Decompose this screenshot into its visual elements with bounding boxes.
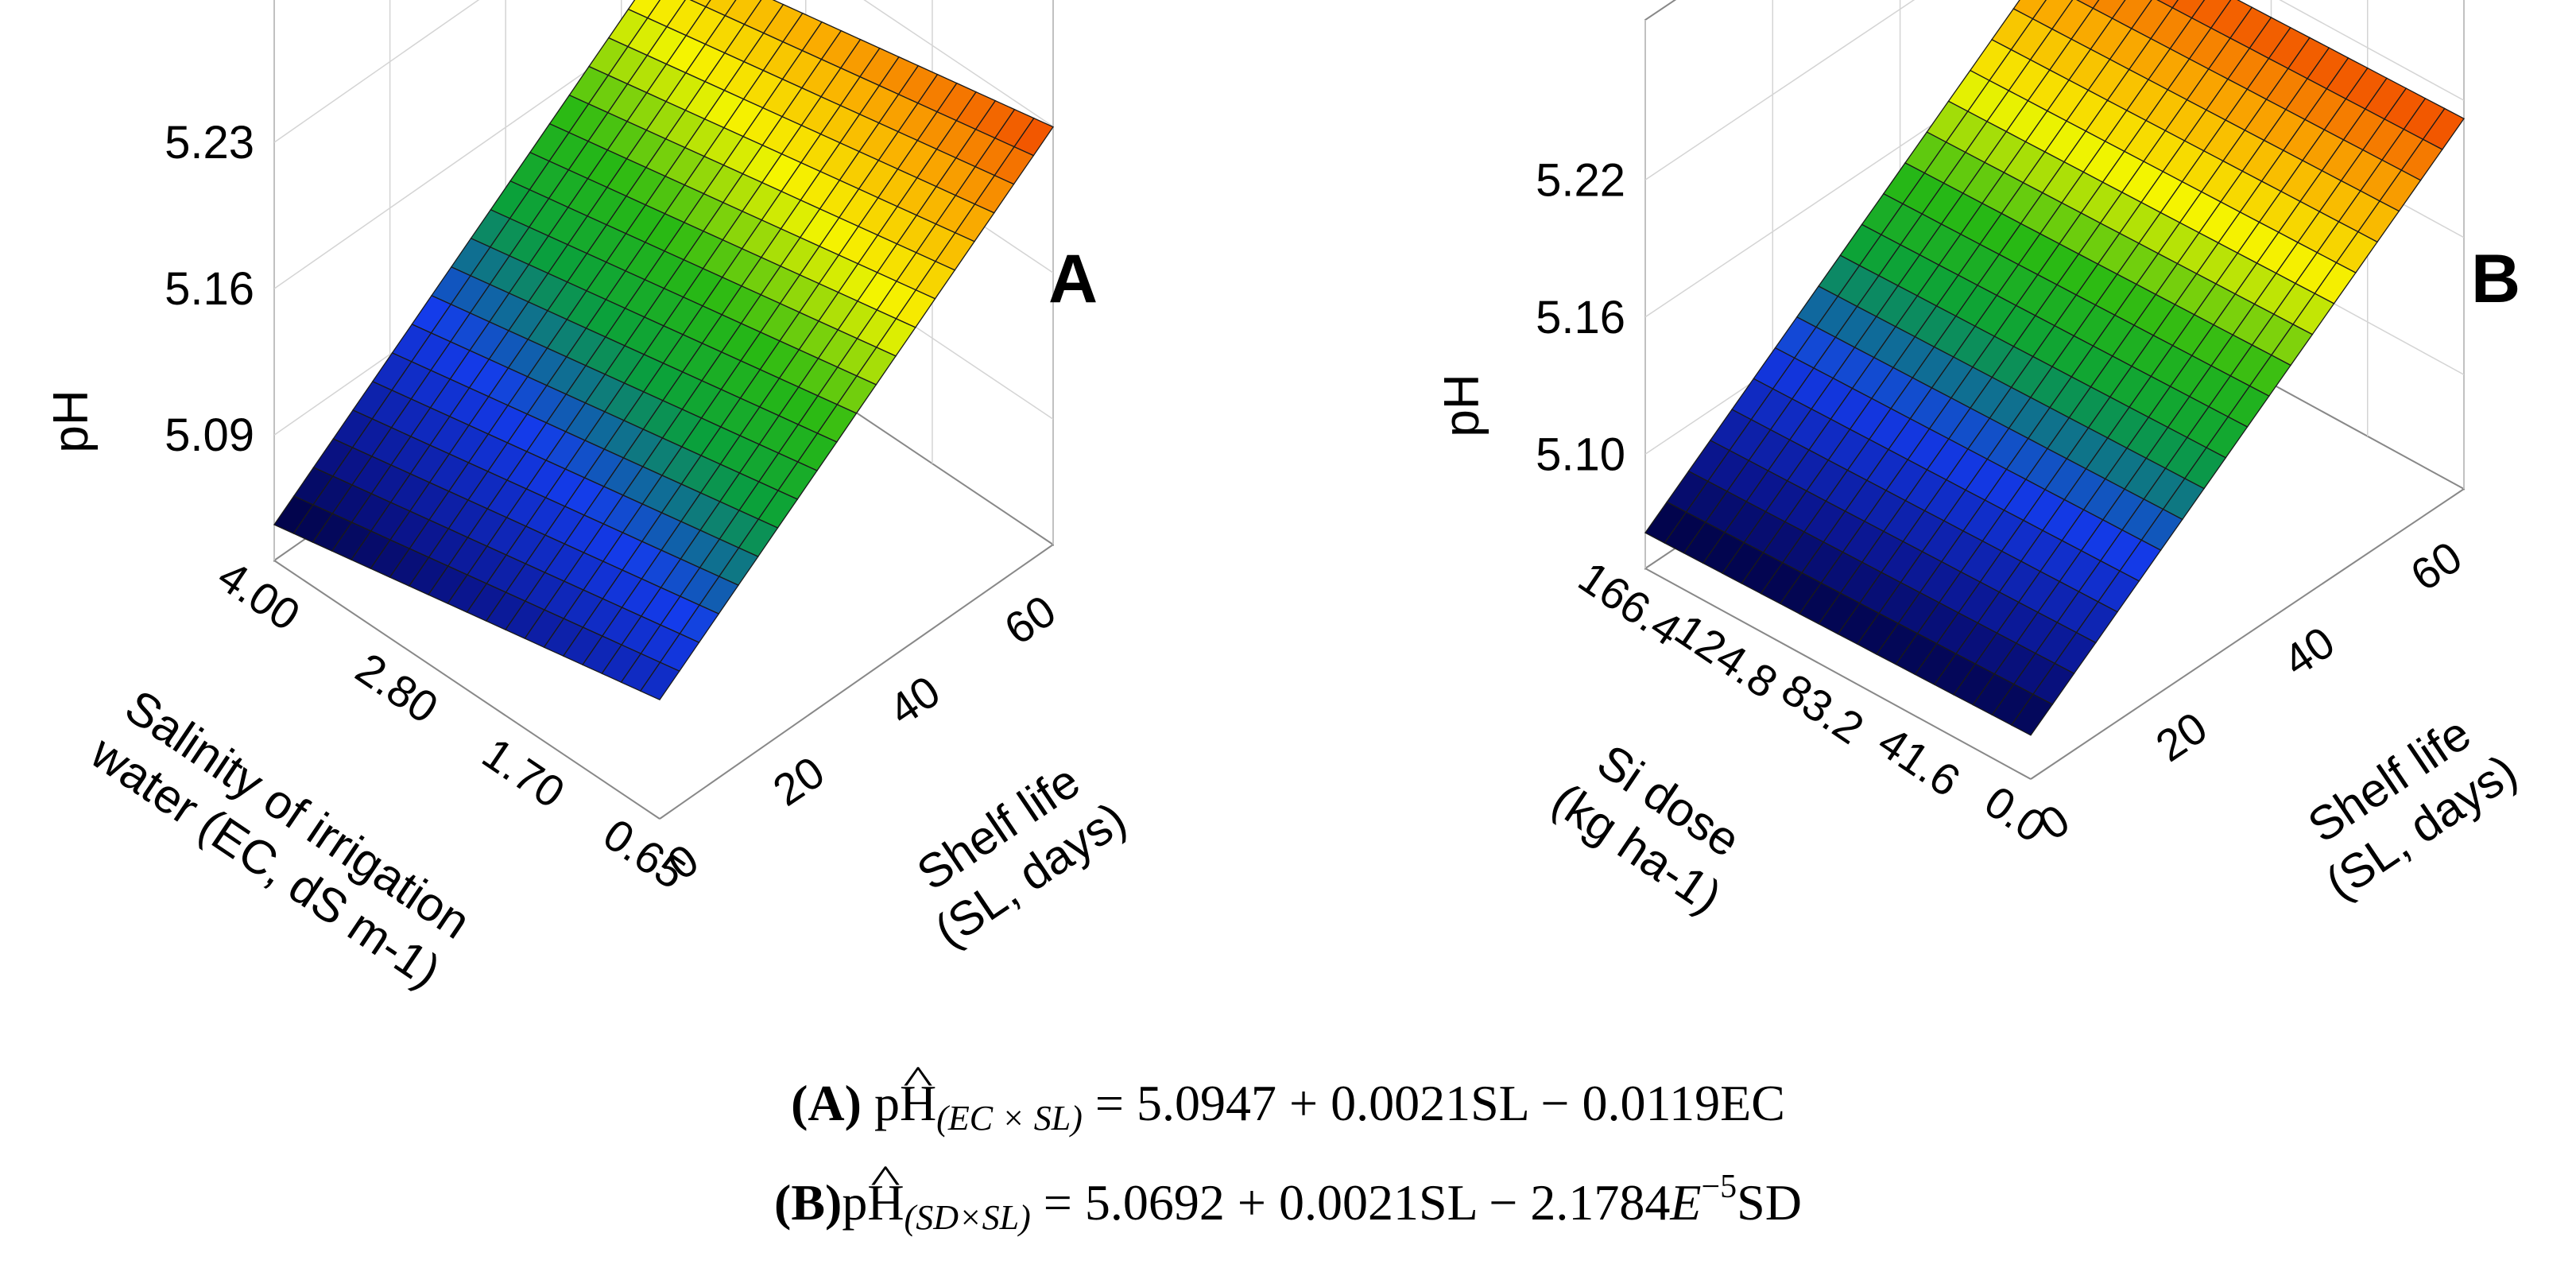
- z-tick-label: 5.09: [165, 409, 254, 461]
- equation-b-exp-base: E: [1670, 1174, 1702, 1231]
- equation-b-exponent: −5: [1701, 1169, 1737, 1205]
- equation-b-rhs-end: SD: [1737, 1174, 1802, 1231]
- y-tick-label: 60: [995, 585, 1064, 654]
- x-axis-label: Si dose(kg ha-1): [1543, 725, 1763, 923]
- surface-cell: [2010, 693, 2054, 736]
- x-tick-label: 1.70: [474, 727, 574, 817]
- equation-b-rhs-start: = 5.0692 + 0.0021SL − 2.1784: [1043, 1174, 1671, 1231]
- z-axis-label: pH: [44, 390, 99, 452]
- z-tick-label: 5.23: [165, 117, 254, 169]
- response-surface: [273, 0, 1054, 701]
- equation-a-lhs: H: [900, 1069, 936, 1138]
- y-axis-label: Shelf life(SL, days): [2284, 696, 2526, 909]
- equation-a-label: (A): [791, 1075, 862, 1131]
- equation-b-subscript: (SD×SL): [904, 1198, 1031, 1237]
- panel-a-surface-plot: 5.095.165.230.651.702.804.000204060pHSal…: [44, 0, 1135, 998]
- equation-a-subscript: (EC × SL): [936, 1099, 1083, 1138]
- z-tick-label: 5.22: [1536, 154, 1625, 206]
- y-tick-label: 60: [2402, 531, 2471, 600]
- response-surface: [1644, 0, 2465, 736]
- z-axis-label: pH: [1435, 374, 1489, 436]
- figure-canvas: 5.095.165.230.651.702.804.000204060pHSal…: [44, 0, 2526, 998]
- equation-b-lhs: H: [867, 1169, 904, 1237]
- panel-label: B: [2471, 241, 2520, 317]
- y-tick-label: 20: [2147, 702, 2216, 771]
- y-tick-label: 40: [880, 665, 949, 735]
- x-tick-label: 41.6: [1869, 716, 1970, 806]
- equation-a: (A) pH(EC × SL) = 5.0947 + 0.0021SL − 0.…: [0, 1069, 2576, 1153]
- x-tick-label: 4.00: [209, 550, 309, 640]
- panel-b-surface-plot: 5.105.165.220.041.683.2124.8166.40204060…: [1435, 0, 2526, 924]
- equation-a-rhs: = 5.0947 + 0.0021SL − 0.0119EC: [1094, 1075, 1785, 1131]
- regression-equations: (A) pH(EC × SL) = 5.0947 + 0.0021SL − 0.…: [0, 1069, 2576, 1252]
- z-tick-label: 5.16: [165, 263, 254, 315]
- equation-b: (B)pH(SD×SL) = 5.0692 + 0.0021SL − 2.178…: [0, 1153, 2576, 1252]
- equation-b-label: (B): [774, 1174, 843, 1231]
- y-tick-label: 40: [2274, 617, 2343, 686]
- y-axis-label: Shelf life(SL, days): [893, 744, 1135, 957]
- x-tick-label: 2.80: [347, 643, 447, 733]
- x-tick-label: 83.2: [1773, 664, 1873, 754]
- panel-label: A: [1048, 241, 1098, 317]
- surface-cell: [639, 661, 680, 701]
- z-tick-label: 5.10: [1536, 428, 1625, 480]
- z-tick-label: 5.16: [1536, 292, 1625, 343]
- y-tick-label: 20: [764, 746, 833, 816]
- x-tick-label: 166.4: [1570, 552, 1690, 656]
